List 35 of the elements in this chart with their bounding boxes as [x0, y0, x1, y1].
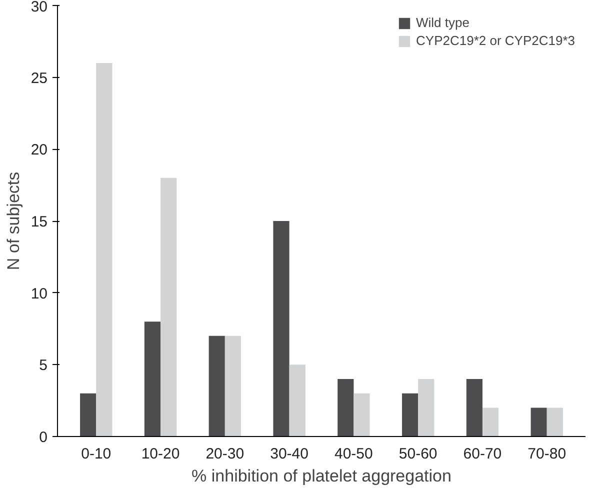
x-tick-label: 40-50 — [334, 446, 373, 462]
bar — [482, 408, 499, 436]
x-tick-label: 0-10 — [81, 446, 112, 462]
bar — [466, 379, 482, 436]
bar — [144, 322, 161, 436]
x-tick-label: 50-60 — [398, 446, 438, 462]
bar — [418, 379, 434, 436]
bar — [160, 178, 177, 436]
bar — [80, 393, 96, 436]
bar — [530, 408, 547, 436]
bar — [402, 393, 418, 436]
y-tick-label: 10 — [30, 285, 48, 302]
x-tick-label: 60-70 — [463, 446, 502, 462]
bar — [96, 62, 112, 436]
x-axis-title: % inhibition of platelet aggregation — [192, 466, 452, 486]
bar — [208, 336, 225, 436]
bar — [354, 393, 370, 436]
bar — [546, 408, 563, 436]
legend-label: CYP2C19*2 or CYP2C19*3 — [416, 33, 575, 48]
y-tick-label: 25 — [30, 70, 48, 87]
y-tick-label: 15 — [30, 214, 48, 230]
x-tick-label: 10-20 — [141, 446, 180, 462]
x-tick-label: 30-40 — [270, 446, 308, 462]
y-tick-label: 30 — [30, 0, 48, 16]
x-tick-label: 20-30 — [206, 446, 244, 462]
y-axis-title: N of subjects — [4, 172, 23, 270]
y-tick-label: 20 — [30, 142, 48, 159]
y-tick-label: 5 — [39, 357, 48, 374]
x-tick-label: 70-80 — [528, 446, 566, 462]
bar — [273, 221, 290, 436]
bar — [289, 364, 306, 436]
y-tick-label: 0 — [39, 429, 48, 446]
bar — [338, 379, 354, 436]
legend-label: Wild type — [416, 15, 470, 30]
bar — [224, 336, 242, 436]
